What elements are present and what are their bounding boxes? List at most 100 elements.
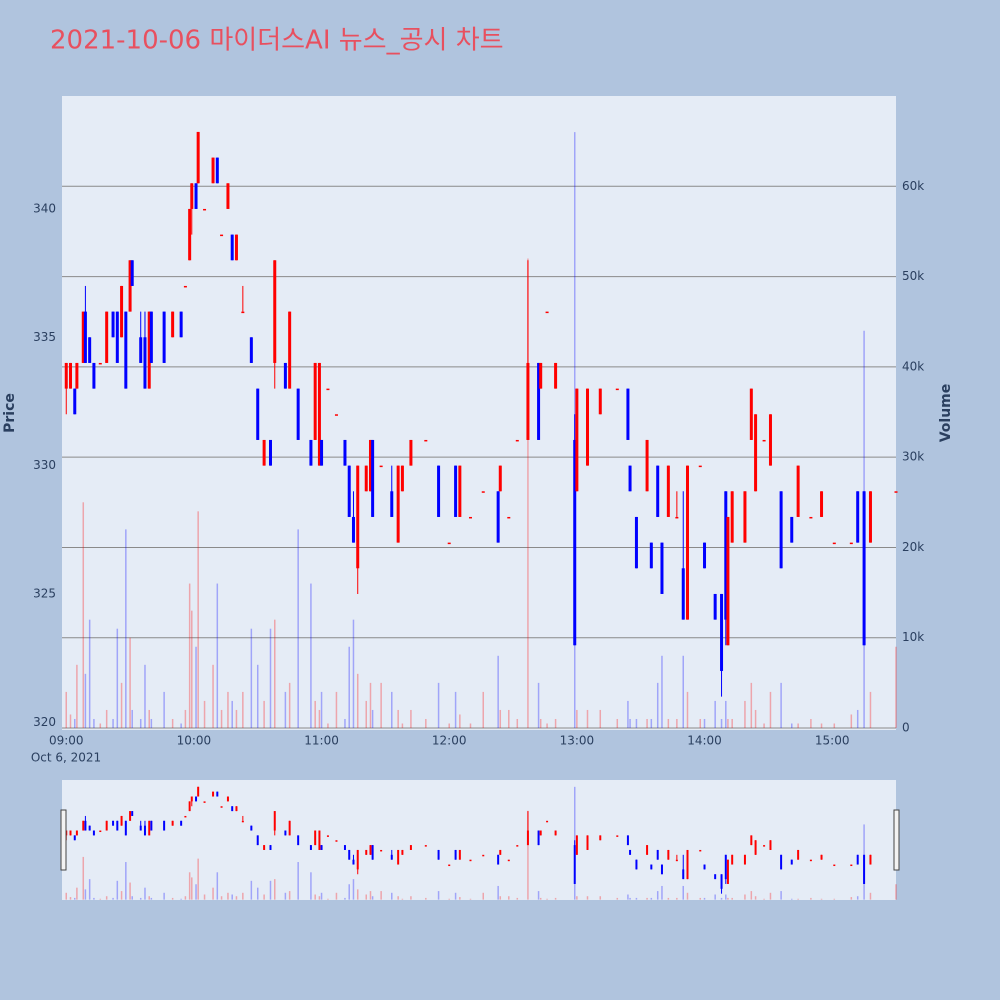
candle-body: [575, 388, 579, 492]
candle-body: [424, 439, 428, 442]
mini-volume-bar: [216, 872, 219, 900]
mini-candle-body: [769, 840, 772, 850]
candle-body: [656, 465, 660, 517]
mini-candle-body: [554, 830, 557, 836]
volume-bar: [235, 709, 238, 729]
mini-candle-body: [720, 874, 723, 889]
volume-bar: [895, 646, 897, 729]
volume-bar: [327, 723, 329, 729]
mini-candle-body: [143, 825, 146, 836]
candle-body: [754, 414, 758, 492]
candle-layer: [64, 131, 898, 894]
mini-candle-body: [397, 849, 400, 865]
mini-candle-body: [409, 845, 412, 850]
mini-candle-body: [646, 845, 649, 855]
mini-volume-bar: [448, 898, 450, 900]
candle-body: [400, 465, 404, 492]
volume-bar: [344, 718, 346, 729]
mini-candle-body: [235, 806, 238, 812]
candle-body: [507, 516, 511, 519]
y2-tick-label: 40k: [902, 359, 924, 373]
mini-volume-bar: [163, 892, 165, 900]
mini-candle-body: [754, 840, 757, 855]
candle-body: [273, 260, 277, 363]
volume-bar: [646, 718, 648, 729]
range-handle-right[interactable]: [893, 809, 900, 871]
mini-candle-body: [352, 859, 355, 865]
candle-body: [313, 362, 317, 440]
volume-bar: [112, 718, 114, 729]
mini-volume-bar: [320, 892, 323, 900]
range-handle-left[interactable]: [60, 809, 67, 871]
mini-volume-bar: [256, 887, 259, 900]
mini-volume-bar: [99, 898, 102, 900]
mini-candle-body: [105, 820, 108, 831]
mini-candle-body: [212, 791, 215, 797]
mini-candle-body: [437, 849, 440, 860]
mini-candle-body: [190, 796, 193, 802]
mini-candle-body: [124, 820, 127, 836]
mini-candle-body: [616, 835, 619, 837]
mini-candle-body: [516, 845, 519, 847]
volume-bar: [676, 718, 678, 729]
volume-bar: [599, 709, 602, 729]
mini-candle-body: [499, 849, 502, 855]
mini-candle-body: [726, 859, 729, 884]
candle-body: [868, 491, 872, 543]
candle-body: [586, 388, 590, 466]
x-tick-label: 14:00: [687, 734, 722, 748]
mini-candle-body: [856, 854, 859, 865]
mini-volume-bar: [197, 858, 199, 900]
mini-volume-bar: [371, 896, 374, 900]
mini-candle-body: [309, 845, 312, 850]
volume-bar: [335, 691, 338, 729]
mini-volume-bar: [661, 885, 663, 900]
candle-body: [115, 311, 119, 363]
mini-candle-body: [599, 835, 602, 841]
volume-bar: [84, 673, 87, 729]
mini-volume-bar: [369, 891, 372, 900]
volume-bar: [352, 619, 355, 729]
candle-body: [183, 285, 187, 288]
mini-candle-body: [575, 835, 578, 855]
candle-body: [645, 439, 649, 492]
x-tick-label: 15:00: [815, 734, 850, 748]
mini-candle-body: [863, 854, 866, 884]
mini-candle-body: [184, 815, 187, 818]
volume-bar: [869, 691, 872, 729]
volume-bar: [508, 709, 510, 729]
mini-candle-body: [269, 845, 272, 850]
volume-bar: [744, 700, 746, 729]
volume-bar: [539, 718, 542, 729]
mini-candle-body: [241, 820, 244, 823]
volume-bar: [144, 664, 146, 729]
mini-candle-body: [390, 854, 393, 860]
x-tick-label: 09:00: [49, 734, 84, 748]
mini-volume-bar: [310, 872, 312, 900]
volume-bar: [288, 682, 291, 729]
mini-candle-body: [401, 849, 404, 855]
volume-bar: [365, 700, 367, 729]
mini-volume-bar: [235, 896, 238, 900]
mini-volume-bar: [144, 887, 146, 900]
candle-body: [856, 491, 860, 543]
range-slider[interactable]: [62, 780, 896, 900]
volume-bar: [88, 619, 91, 729]
mini-candle-body: [750, 835, 753, 846]
plot-area: [62, 96, 896, 730]
mini-volume-bar: [869, 892, 872, 900]
candle-body: [73, 388, 77, 415]
volume-bar: [74, 718, 76, 729]
mini-candle-body: [75, 830, 78, 836]
volume-bar: [635, 718, 638, 729]
candle-body: [143, 337, 147, 389]
mini-volume-bar: [508, 896, 510, 900]
volume-bar: [497, 655, 499, 729]
mini-volume-bar: [554, 897, 557, 900]
mini-candle-body: [284, 830, 287, 836]
volume-bar: [129, 637, 131, 729]
candle-body: [515, 439, 519, 442]
volume-bar: [369, 682, 372, 729]
volume-bar: [833, 723, 836, 729]
mini-candle-body: [809, 859, 812, 862]
